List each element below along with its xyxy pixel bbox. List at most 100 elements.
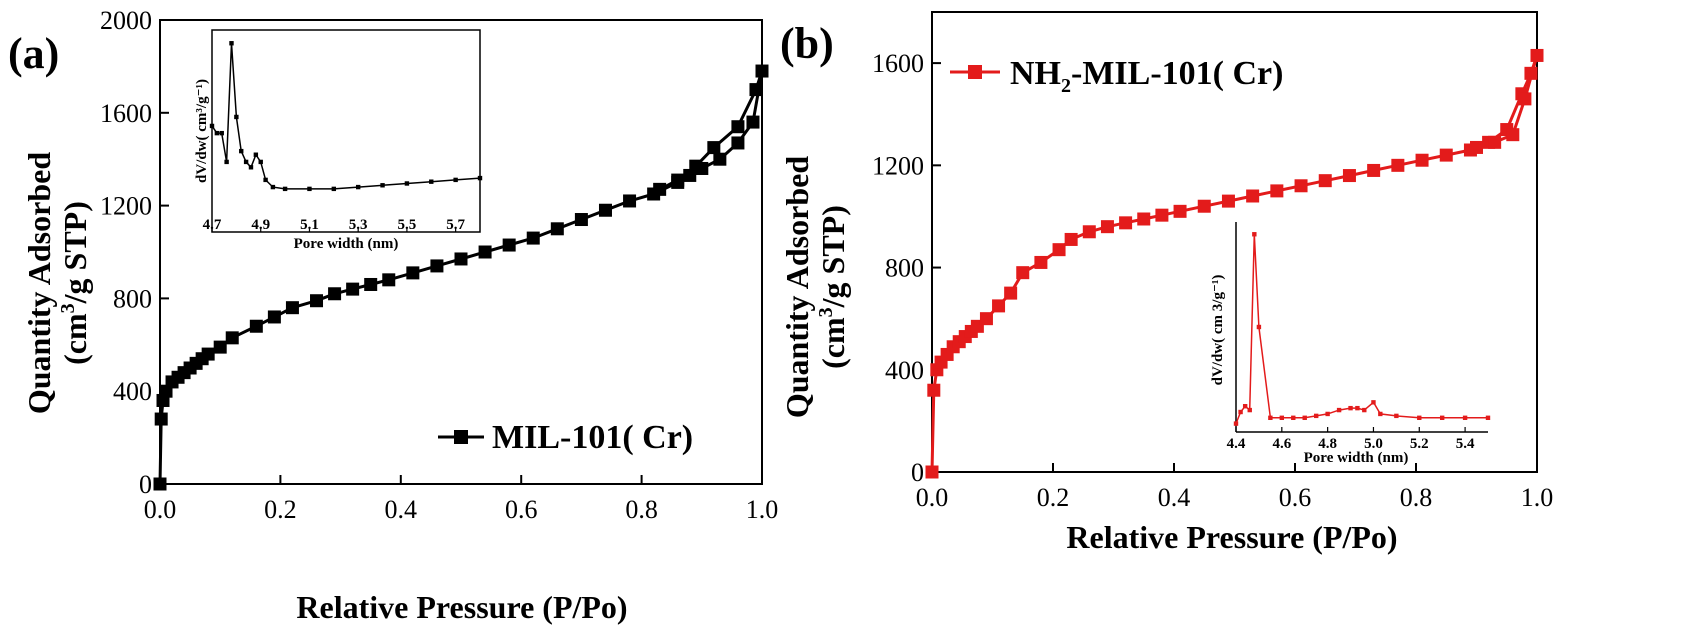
panel-b-inset-point [1417, 415, 1422, 421]
panel-b-inset-x-tick-label: 4.6 [1272, 436, 1291, 452]
panel-b-data-point [1246, 189, 1260, 203]
panel-b-data-point [1100, 220, 1114, 234]
panel-b-data-point [1518, 92, 1532, 106]
panel-b: (b) Quantity Adsorbed (cm3/g STP) Relati… [779, 11, 1554, 555]
panel-b-inset-point [1371, 400, 1376, 405]
panel-a-inset-x-tick-label: 4.9 [251, 217, 270, 233]
panel-a-y-tick-label: 0 [139, 470, 152, 499]
panel-a-inset-point [453, 177, 458, 183]
panel-b-series [925, 48, 1544, 479]
panel-a-data-point [346, 282, 360, 296]
panel-b-data-point [1119, 216, 1133, 230]
panel-a-y-tick-label: 2000 [100, 6, 152, 35]
panel-b-x-axis-title: Relative Pressure (P/Po) [1066, 519, 1397, 555]
panel-b-y-tick-label: 400 [885, 356, 924, 385]
panel-a-data-point [154, 412, 168, 426]
panel-a-y-tick-label: 800 [113, 284, 152, 313]
panel-a-inset-line [211, 43, 481, 190]
panel-a-inset-point [214, 130, 220, 136]
panel-a-legend: MIL-101( Cr) [438, 419, 693, 456]
panel-a-y-axis-title: Quantity Adsorbed (cm3/g STP) [21, 152, 93, 414]
panel-b-inset-series [1233, 232, 1491, 426]
panel-a-label: (a) [8, 29, 59, 78]
panel-a-inset-point [477, 175, 483, 181]
panel-a-x-tick-label: 0.8 [625, 495, 658, 524]
panel-a-data-point [653, 182, 667, 196]
panel-b-inset-point [1394, 413, 1399, 419]
panel-b-x-ticks: 0.0 0.2 0.4 0.6 0.8 1.0 [916, 463, 1554, 512]
panel-b-y-title-line1: Quantity Adsorbed [779, 156, 815, 418]
panel-b-inset-x-tick-label: 5.4 [1456, 436, 1475, 452]
panel-a-inset-point [229, 41, 234, 46]
panel-b-x-tick-label: 0.4 [1158, 483, 1191, 512]
panel-a-data-point [623, 194, 637, 208]
panel-a-data-point [671, 173, 685, 187]
panel-b-legend: NH2-MIL-101( Cr) [950, 55, 1283, 97]
panel-b-data-point [1173, 204, 1187, 218]
panel-a-inset-point [355, 184, 361, 190]
panel-b-data-point [1415, 153, 1429, 167]
panel-a-inset-frame [211, 29, 481, 233]
panel-a-inset-point [429, 179, 434, 184]
panel-b-inset-point [1279, 415, 1285, 421]
panel-b-data-point [927, 383, 941, 397]
panel-a-y-tick-label: 1200 [100, 192, 152, 221]
panel-a-inset-point [331, 186, 337, 192]
panel-b-data-point [1016, 266, 1030, 280]
panel-a-inset-point [219, 130, 224, 136]
panel-b-data-point [1342, 169, 1356, 183]
panel-a-data-point [502, 238, 516, 252]
panel-b-inset: 4.4 4.6 4.8 5.0 5.2 5.4 Pore width (nm) dV/dw… [1210, 222, 1491, 466]
panel-a-y-title-line1: Quantity Adsorbed [21, 152, 57, 414]
panel-a-inset-point [270, 184, 276, 190]
panel-a-data-point [755, 64, 769, 78]
panel-b-inset-point [1485, 415, 1491, 421]
panel-b-x-tick-label: 0.2 [1037, 483, 1070, 512]
panel-b-y-axis-title: Quantity Adsorbed (cm3/g STP) [779, 156, 851, 418]
panel-b-data-point [1524, 66, 1538, 80]
panel-b-inset-point [1256, 324, 1262, 330]
panel-a-data-point [478, 245, 492, 259]
panel-b-inset-x-tick-label: 5.2 [1410, 436, 1429, 452]
panel-a-inset-ticks: 4.7 4.9 5.1 5.3 5.5 5.7 [203, 217, 466, 233]
panel-b-inset-point [1325, 411, 1330, 417]
panel-b-series-line [930, 53, 1539, 473]
panel-a-data-point [201, 347, 215, 361]
panel-b-inset-point [1362, 407, 1367, 413]
panel-b-inset-point [1348, 405, 1353, 411]
panel-a-x-tick-label: 0.4 [385, 495, 418, 524]
panel-a-data-point [574, 213, 588, 227]
panel-b-inset-point [1268, 415, 1273, 421]
panel-a-inset-x-tick-label: 5.5 [398, 217, 417, 233]
panel-b-data-point [1318, 174, 1332, 188]
panel-b-y-tick-label: 1200 [872, 151, 924, 180]
panel-b-label: (b) [780, 19, 834, 68]
panel-b-inset-line [1235, 234, 1488, 424]
panel-a-inset-point [224, 159, 229, 165]
panel-b-inset-point [1233, 421, 1239, 426]
panel-a-y-tick-label: 1600 [100, 99, 152, 128]
panel-b-inset-point [1291, 415, 1296, 421]
panel-a-x-axis-title: Relative Pressure (P/Po) [296, 589, 627, 625]
panel-a-inset-y-title: dV/dw( cm³/g⁻¹) [194, 79, 210, 183]
panel-b-data-point [1530, 48, 1544, 62]
panel-a-data-point [598, 203, 612, 217]
panel-a-legend-marker [454, 430, 468, 444]
panel-b-inset-x-tick-label: 4.4 [1227, 436, 1246, 452]
panel-a-data-point [749, 83, 763, 97]
panel-b-y-title-line2: (cm3/g STP) [815, 205, 851, 369]
panel-a-data-point [746, 115, 760, 129]
panel-a-inset-point [234, 114, 239, 120]
panel-b-x-tick-label: 1.0 [1521, 483, 1554, 512]
panel-a-data-point [707, 141, 721, 155]
panel-a-inset-point [209, 123, 215, 129]
panel-a-data-point [430, 259, 444, 273]
panel-b-inset-ticks: 4.4 4.6 4.8 5.0 5.2 5.4 [1227, 427, 1475, 452]
panel-b-data-point [1488, 135, 1502, 149]
panel-b-data-point [1197, 199, 1211, 213]
panel-b-x-tick-label: 0.8 [1400, 483, 1433, 512]
panel-a-y-title-line2: (cm3/g STP) [57, 201, 93, 365]
panel-a-inset-x-tick-label: 5.1 [300, 217, 319, 233]
panel-a-data-point [526, 231, 540, 245]
panel-a-data-point [153, 477, 167, 491]
